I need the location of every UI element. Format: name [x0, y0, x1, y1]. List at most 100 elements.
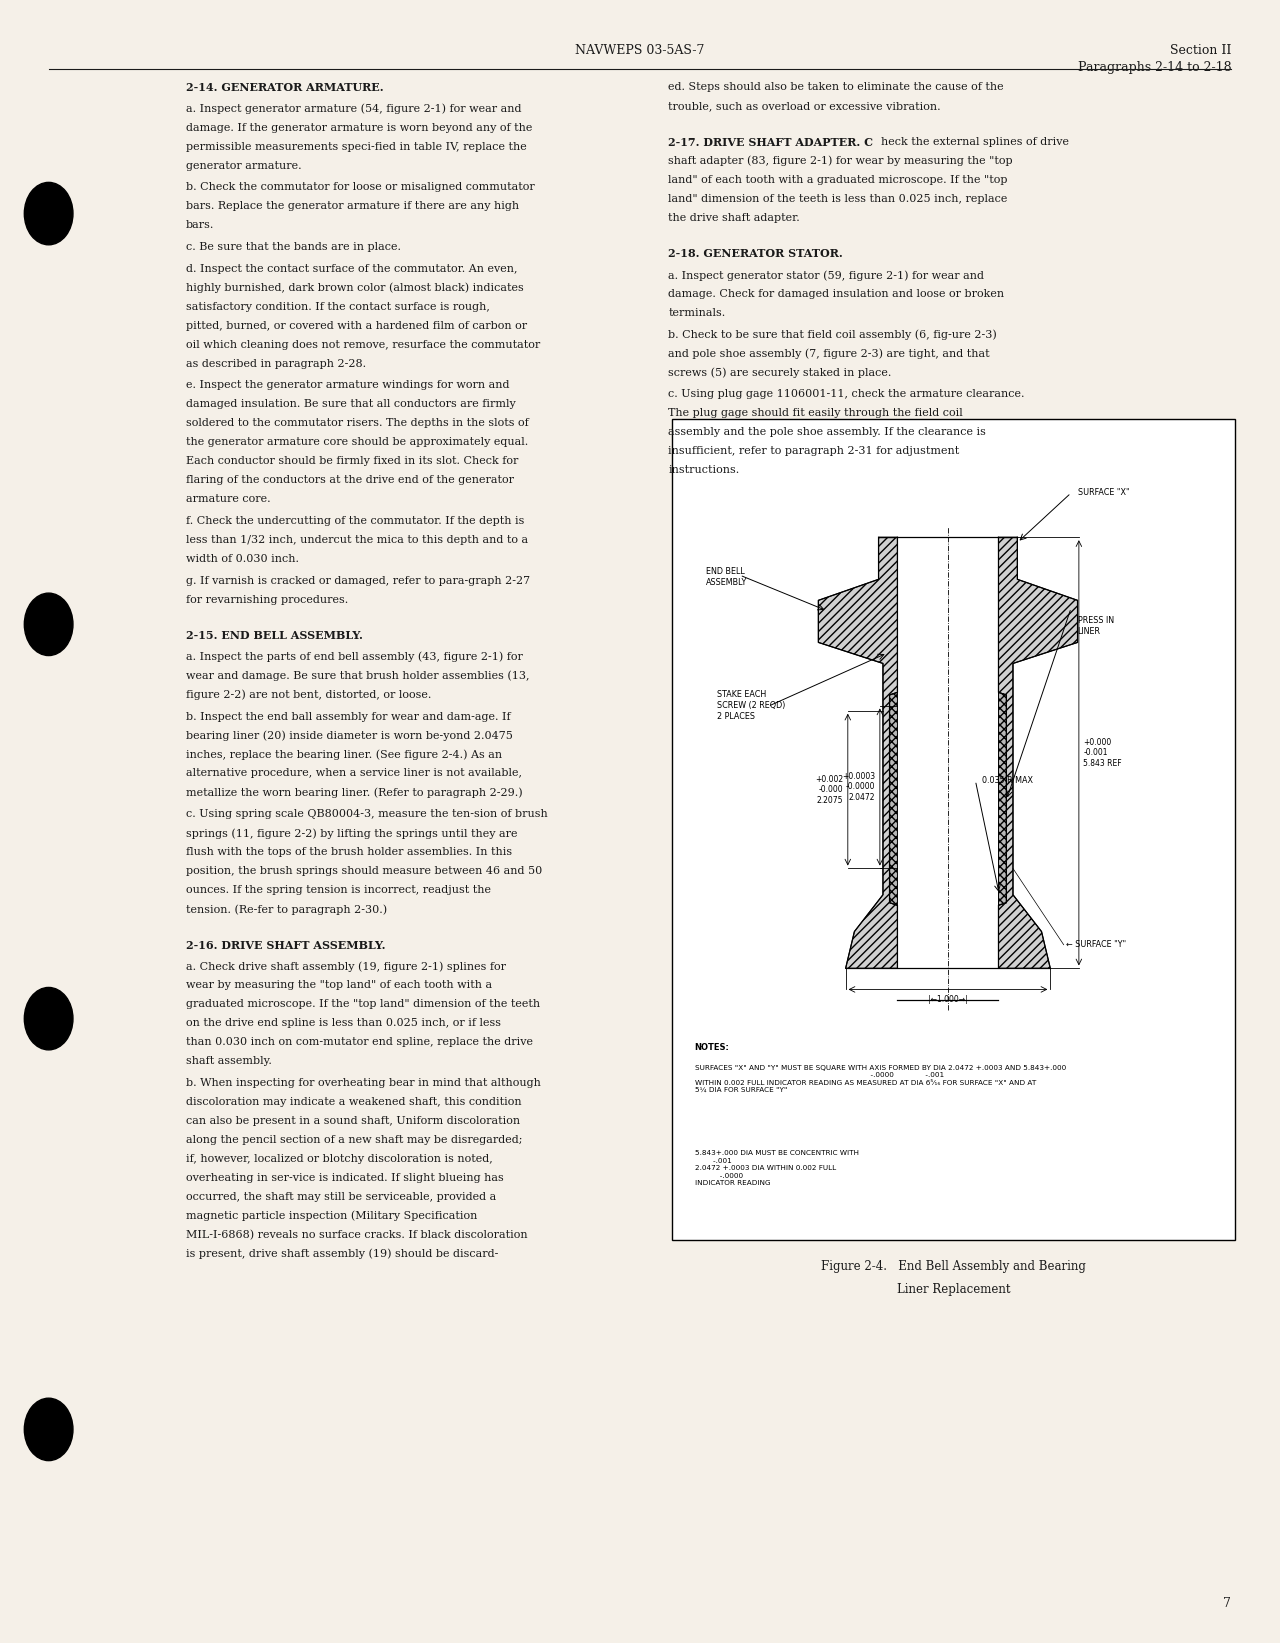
Text: 2-14. GENERATOR ARMATURE.: 2-14. GENERATOR ARMATURE.: [186, 82, 383, 94]
Text: ed. Steps should also be taken to eliminate the cause of the: ed. Steps should also be taken to elimin…: [668, 82, 1004, 92]
Text: inches, replace the bearing liner. (See figure 2-4.) As an: inches, replace the bearing liner. (See …: [186, 749, 502, 761]
Text: land" of each tooth with a graduated microscope. If the "top: land" of each tooth with a graduated mic…: [668, 174, 1007, 184]
Text: on the drive end spline is less than 0.025 inch, or if less: on the drive end spline is less than 0.0…: [186, 1019, 500, 1029]
Text: bars.: bars.: [186, 220, 214, 230]
Text: permissible measurements speci-fied in table IV, replace the: permissible measurements speci-fied in t…: [186, 141, 526, 151]
Text: occurred, the shaft may still be serviceable, provided a: occurred, the shaft may still be service…: [186, 1191, 495, 1201]
Text: insufficient, refer to paragraph 2-31 for adjustment: insufficient, refer to paragraph 2-31 fo…: [668, 447, 960, 457]
Text: 2-18. GENERATOR STATOR.: 2-18. GENERATOR STATOR.: [668, 248, 844, 260]
Text: a. Inspect generator armature (54, figure 2-1) for wear and: a. Inspect generator armature (54, figur…: [186, 104, 521, 115]
Text: position, the brush springs should measure between 46 and 50: position, the brush springs should measu…: [186, 866, 541, 876]
Text: damage. Check for damaged insulation and loose or broken: damage. Check for damaged insulation and…: [668, 289, 1005, 299]
Text: b. Inspect the end ball assembly for wear and dam-age. If: b. Inspect the end ball assembly for wea…: [186, 711, 511, 721]
Text: and pole shoe assembly (7, figure 2-3) are tight, and that: and pole shoe assembly (7, figure 2-3) a…: [668, 348, 989, 360]
Text: c. Using spring scale QB80004-3, measure the ten-sion of brush: c. Using spring scale QB80004-3, measure…: [186, 808, 548, 820]
Text: 5.843+.000 DIA MUST BE CONCENTRIC WITH
        -.001
2.0472 +.0003 DIA WITHIN 0.: 5.843+.000 DIA MUST BE CONCENTRIC WITH -…: [695, 1150, 859, 1186]
Text: the generator armature core should be approximately equal.: the generator armature core should be ap…: [186, 437, 527, 447]
Text: than 0.030 inch on com-mutator end spline, replace the drive: than 0.030 inch on com-mutator end splin…: [186, 1037, 532, 1047]
Text: alternative procedure, when a service liner is not available,: alternative procedure, when a service li…: [186, 769, 522, 779]
Text: Paragraphs 2-14 to 2-18: Paragraphs 2-14 to 2-18: [1078, 61, 1231, 74]
Text: width of 0.030 inch.: width of 0.030 inch.: [186, 554, 298, 564]
Text: damaged insulation. Be sure that all conductors are firmly: damaged insulation. Be sure that all con…: [186, 399, 516, 409]
Text: land" dimension of the teeth is less than 0.025 inch, replace: land" dimension of the teeth is less tha…: [668, 194, 1007, 204]
Text: overheating in ser-vice is indicated. If slight blueing has: overheating in ser-vice is indicated. If…: [186, 1173, 503, 1183]
Text: MIL-I-6868) reveals no surface cracks. If black discoloration: MIL-I-6868) reveals no surface cracks. I…: [186, 1229, 527, 1240]
Text: trouble, such as overload or excessive vibration.: trouble, such as overload or excessive v…: [668, 102, 941, 112]
Text: oil which cleaning does not remove, resurface the commutator: oil which cleaning does not remove, resu…: [186, 340, 540, 350]
Text: b. Check the commutator for loose or misaligned commutator: b. Check the commutator for loose or mis…: [186, 182, 534, 192]
Polygon shape: [818, 537, 897, 968]
Polygon shape: [998, 537, 1078, 968]
Text: generator armature.: generator armature.: [186, 161, 301, 171]
Text: is present, drive shaft assembly (19) should be discard-: is present, drive shaft assembly (19) sh…: [186, 1249, 498, 1259]
Text: screws (5) are securely staked in place.: screws (5) are securely staked in place.: [668, 368, 892, 378]
Text: c. Using plug gage 1106001-11, check the armature clearance.: c. Using plug gage 1106001-11, check the…: [668, 389, 1025, 399]
Text: assembly and the pole shoe assembly. If the clearance is: assembly and the pole shoe assembly. If …: [668, 427, 986, 437]
Text: NAVWEPS 03-5AS-7: NAVWEPS 03-5AS-7: [575, 44, 705, 58]
Text: terminals.: terminals.: [668, 307, 726, 319]
Text: b. Check to be sure that field coil assembly (6, fig-ure 2-3): b. Check to be sure that field coil asse…: [668, 330, 997, 340]
Text: +0.002
-0.000
2.2075: +0.002 -0.000 2.2075: [815, 775, 844, 805]
Text: +0.0003
-0.0000
2.0472: +0.0003 -0.0000 2.0472: [842, 772, 876, 802]
Text: f. Check the undercutting of the commutator. If the depth is: f. Check the undercutting of the commuta…: [186, 516, 524, 526]
Text: SURFACES "X" AND "Y" MUST BE SQUARE WITH AXIS FORMED BY DIA 2.0472 +.0003 AND 5.: SURFACES "X" AND "Y" MUST BE SQUARE WITH…: [695, 1065, 1066, 1093]
Circle shape: [24, 987, 73, 1050]
Text: damage. If the generator armature is worn beyond any of the: damage. If the generator armature is wor…: [186, 123, 532, 133]
Text: tension. (Re-fer to paragraph 2-30.): tension. (Re-fer to paragraph 2-30.): [186, 904, 387, 915]
Text: metallize the worn bearing liner. (Refer to paragraph 2-29.): metallize the worn bearing liner. (Refer…: [186, 787, 522, 798]
Text: STAKE EACH
SCREW (2 REQD)
2 PLACES: STAKE EACH SCREW (2 REQD) 2 PLACES: [717, 690, 786, 721]
Text: the drive shaft adapter.: the drive shaft adapter.: [668, 212, 800, 223]
Text: along the pencil section of a new shaft may be disregarded;: along the pencil section of a new shaft …: [186, 1135, 522, 1145]
Text: ounces. If the spring tension is incorrect, readjust the: ounces. If the spring tension is incorre…: [186, 886, 490, 895]
Text: less than 1/32 inch, undercut the mica to this depth and to a: less than 1/32 inch, undercut the mica t…: [186, 536, 527, 545]
Circle shape: [24, 182, 73, 245]
Text: flush with the tops of the brush holder assemblies. In this: flush with the tops of the brush holder …: [186, 848, 512, 858]
Polygon shape: [890, 692, 897, 905]
Text: discoloration may indicate a weakened shaft, this condition: discoloration may indicate a weakened sh…: [186, 1098, 521, 1107]
Circle shape: [24, 1398, 73, 1461]
Text: wear by measuring the "top land" of each tooth with a: wear by measuring the "top land" of each…: [186, 981, 492, 991]
Text: g. If varnish is cracked or damaged, refer to para-graph 2-27: g. If varnish is cracked or damaged, ref…: [186, 575, 530, 585]
Circle shape: [24, 593, 73, 656]
Text: |←1.000→|: |←1.000→|: [928, 994, 968, 1004]
Text: springs (11, figure 2-2) by lifting the springs until they are: springs (11, figure 2-2) by lifting the …: [186, 828, 517, 838]
Text: 2-17. DRIVE SHAFT ADAPTER. C: 2-17. DRIVE SHAFT ADAPTER. C: [668, 136, 873, 148]
Text: as described in paragraph 2-28.: as described in paragraph 2-28.: [186, 358, 366, 368]
Text: if, however, localized or blotchy discoloration is noted,: if, however, localized or blotchy discol…: [186, 1153, 493, 1163]
Text: magnetic particle inspection (Military Specification: magnetic particle inspection (Military S…: [186, 1211, 477, 1221]
Text: 0.035 R MAX: 0.035 R MAX: [982, 775, 1033, 785]
Text: bearing liner (20) inside diameter is worn be-yond 2.0475: bearing liner (20) inside diameter is wo…: [186, 731, 512, 741]
Text: pitted, burned, or covered with a hardened film of carbon or: pitted, burned, or covered with a harden…: [186, 320, 527, 330]
Text: NOTES:: NOTES:: [695, 1043, 730, 1052]
Text: END BELL
ASSEMBLY: END BELL ASSEMBLY: [705, 567, 748, 587]
Text: e. Inspect the generator armature windings for worn and: e. Inspect the generator armature windin…: [186, 380, 509, 391]
Text: Liner Replacement: Liner Replacement: [897, 1283, 1010, 1296]
Text: shaft adapter (83, figure 2-1) for wear by measuring the "top: shaft adapter (83, figure 2-1) for wear …: [668, 156, 1012, 166]
Text: ← SURFACE "Y": ← SURFACE "Y": [1066, 940, 1126, 950]
Text: graduated microscope. If the "top land" dimension of the teeth: graduated microscope. If the "top land" …: [186, 999, 540, 1009]
Text: flaring of the conductors at the drive end of the generator: flaring of the conductors at the drive e…: [186, 475, 513, 485]
Text: +0.000
-0.001
5.843 REF: +0.000 -0.001 5.843 REF: [1083, 738, 1121, 767]
Text: soldered to the commutator risers. The depths in the slots of: soldered to the commutator risers. The d…: [186, 419, 529, 429]
Text: instructions.: instructions.: [668, 465, 740, 475]
Text: wear and damage. Be sure that brush holder assemblies (13,: wear and damage. Be sure that brush hold…: [186, 670, 529, 682]
Text: a. Inspect the parts of end bell assembly (43, figure 2-1) for: a. Inspect the parts of end bell assembl…: [186, 652, 522, 662]
Polygon shape: [998, 692, 1006, 905]
Text: highly burnished, dark brown color (almost black) indicates: highly burnished, dark brown color (almo…: [186, 283, 524, 294]
Text: shaft assembly.: shaft assembly.: [186, 1056, 271, 1066]
Text: The plug gage should fit easily through the field coil: The plug gage should fit easily through …: [668, 407, 963, 419]
Text: Each conductor should be firmly fixed in its slot. Check for: Each conductor should be firmly fixed in…: [186, 457, 518, 467]
Text: satisfactory condition. If the contact surface is rough,: satisfactory condition. If the contact s…: [186, 302, 489, 312]
Text: can also be present in a sound shaft, Uniform discoloration: can also be present in a sound shaft, Un…: [186, 1116, 520, 1125]
Text: 2-16. DRIVE SHAFT ASSEMBLY.: 2-16. DRIVE SHAFT ASSEMBLY.: [186, 940, 385, 951]
Text: c. Be sure that the bands are in place.: c. Be sure that the bands are in place.: [186, 242, 401, 251]
Text: b. When inspecting for overheating bear in mind that although: b. When inspecting for overheating bear …: [186, 1078, 540, 1088]
Text: d. Inspect the contact surface of the commutator. An even,: d. Inspect the contact surface of the co…: [186, 265, 517, 274]
Text: figure 2-2) are not bent, distorted, or loose.: figure 2-2) are not bent, distorted, or …: [186, 690, 431, 700]
Text: 2-15. END BELL ASSEMBLY.: 2-15. END BELL ASSEMBLY.: [186, 631, 362, 641]
Text: PRESS IN
LINER: PRESS IN LINER: [1078, 616, 1114, 636]
Text: 7: 7: [1224, 1597, 1231, 1610]
Text: for revarnishing procedures.: for revarnishing procedures.: [186, 595, 348, 605]
Text: a. Check drive shaft assembly (19, figure 2-1) splines for: a. Check drive shaft assembly (19, figur…: [186, 961, 506, 973]
Text: Figure 2-4.   End Bell Assembly and Bearing: Figure 2-4. End Bell Assembly and Bearin…: [822, 1260, 1085, 1273]
